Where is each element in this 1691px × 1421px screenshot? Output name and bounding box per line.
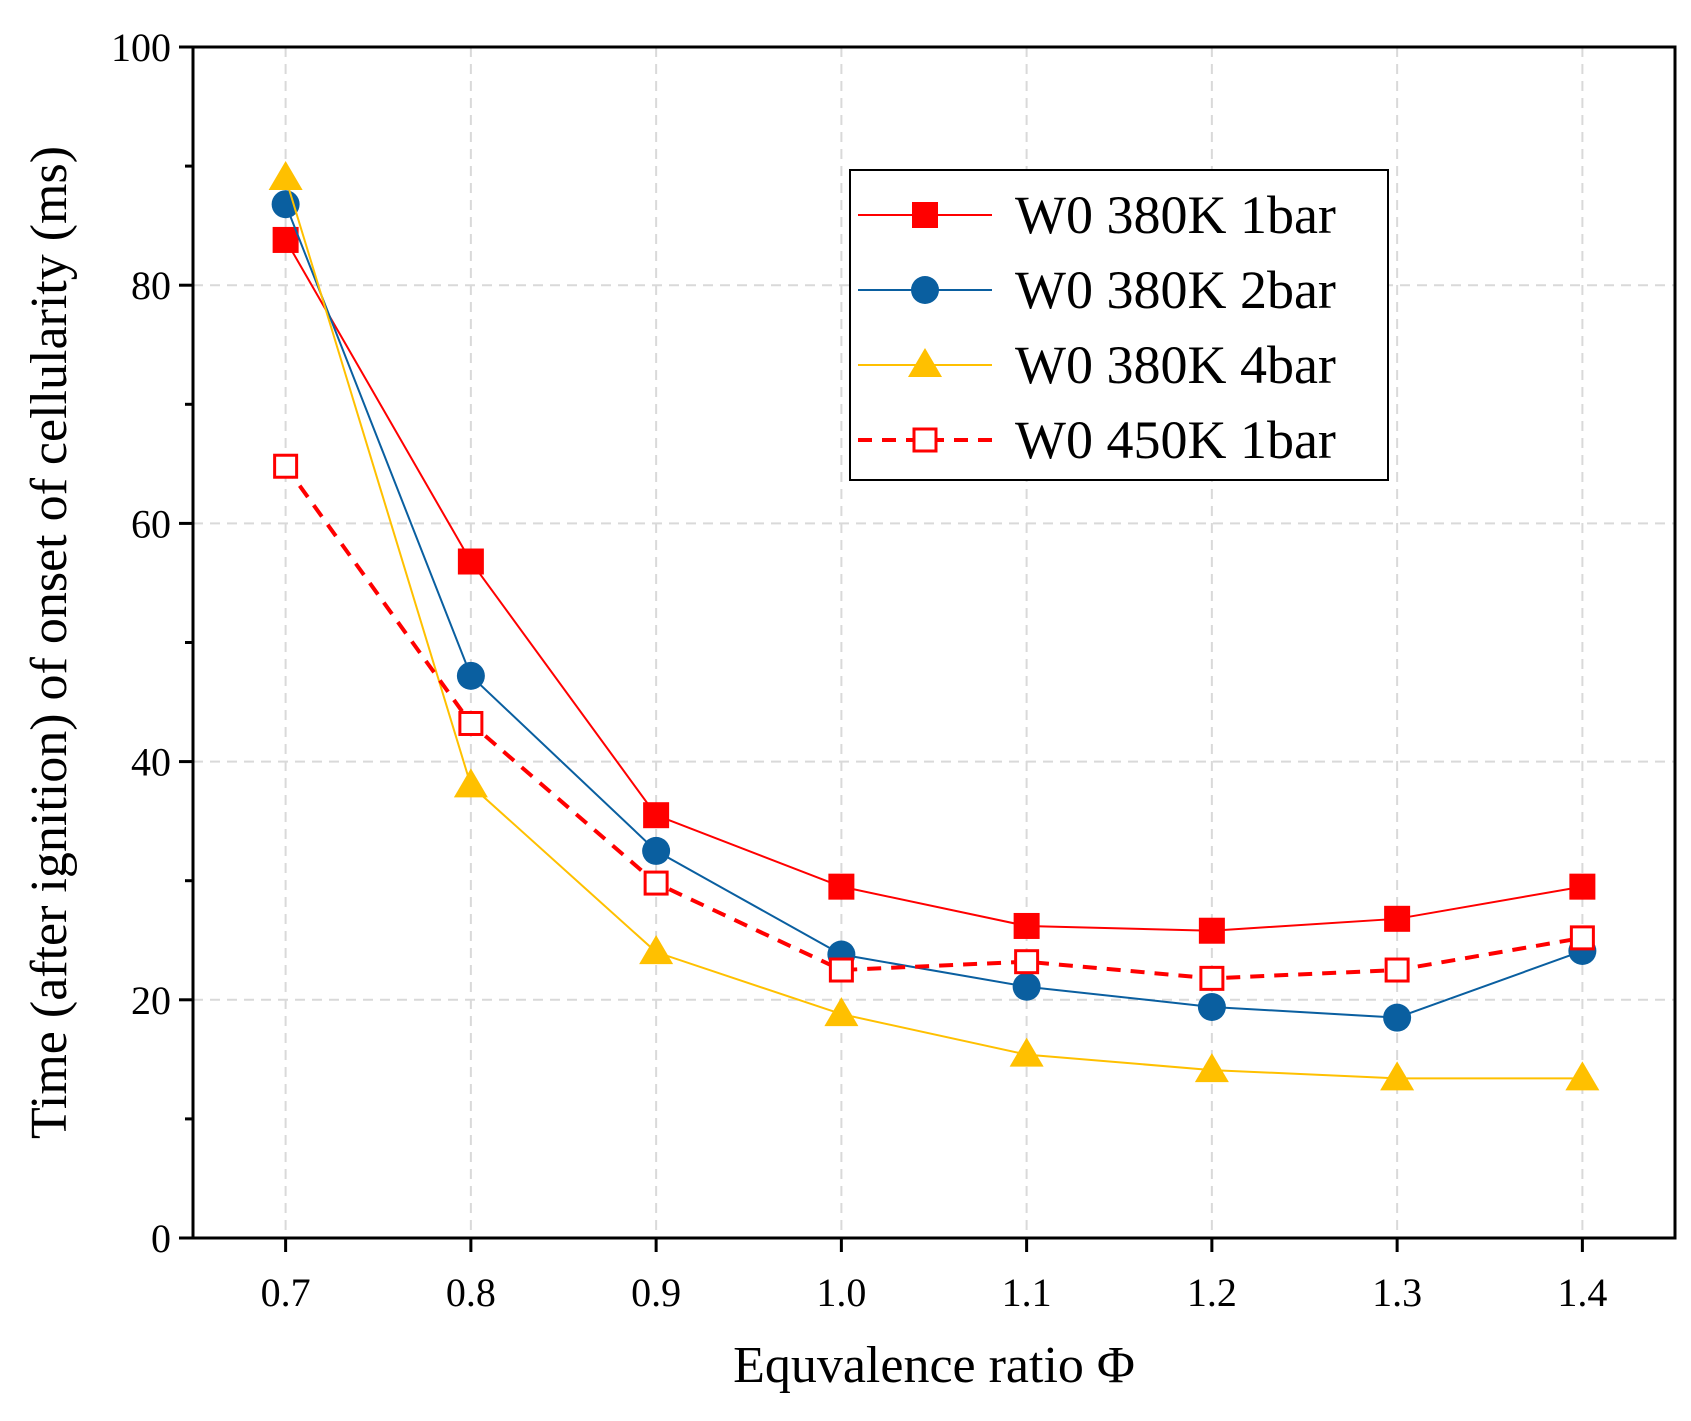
y-tick-label: 40 bbox=[131, 740, 171, 785]
data-point bbox=[828, 957, 854, 983]
x-tick-label: 1.2 bbox=[1187, 1270, 1237, 1315]
data-point bbox=[828, 873, 855, 900]
legend-box bbox=[849, 169, 1389, 481]
data-point bbox=[1569, 873, 1596, 900]
y-tick-label: 20 bbox=[131, 978, 171, 1023]
data-point bbox=[271, 190, 300, 219]
data-point bbox=[1384, 957, 1410, 983]
series-line bbox=[284, 177, 1583, 1080]
legend-item: W0 380K 2bar bbox=[858, 260, 1336, 320]
data-point bbox=[1380, 1061, 1415, 1091]
x-tick-label: 1.4 bbox=[1557, 1270, 1607, 1315]
data-point bbox=[1569, 925, 1595, 951]
data-point bbox=[1198, 917, 1225, 944]
legend-label: W0 380K 1bar bbox=[1015, 185, 1336, 245]
series-w0-380k-1bar bbox=[272, 226, 1596, 944]
legend-label: W0 380K 2bar bbox=[1015, 260, 1336, 320]
series-layer bbox=[268, 161, 1600, 1091]
data-point bbox=[273, 453, 299, 479]
legend-item: W0 380K 4bar bbox=[858, 335, 1336, 395]
series-w0-380k-4bar bbox=[268, 161, 1600, 1091]
data-point bbox=[1383, 1003, 1412, 1032]
data-point bbox=[1194, 1053, 1229, 1083]
legend-item: W0 380K 1bar bbox=[858, 185, 1336, 245]
legend-label: W0 380K 4bar bbox=[1015, 335, 1336, 395]
axis-ticks: 0 20 40 60 80 100 0.7 0.8 0.9 1.0 1.1 1.2 1.3 1.4 bbox=[111, 25, 1607, 1315]
data-point bbox=[642, 836, 671, 865]
data-point bbox=[456, 661, 485, 690]
series-w0-450k-1bar bbox=[273, 453, 1595, 991]
series-line bbox=[284, 203, 1583, 1019]
legend-label: W0 450K 1bar bbox=[1015, 410, 1336, 470]
data-point bbox=[1197, 992, 1226, 1021]
legend-marker bbox=[908, 348, 942, 377]
data-point bbox=[1565, 1061, 1600, 1091]
legend: W0 380K 1bar W0 380K 2bar W0 380K 4bar W0 4… bbox=[849, 169, 1389, 481]
y-tick-label: 80 bbox=[131, 263, 171, 308]
y-axis-title: Time (after ignition) of onset of cellul… bbox=[21, 146, 78, 1139]
data-point bbox=[824, 997, 859, 1027]
data-point bbox=[1199, 965, 1225, 991]
x-tick-label: 1.3 bbox=[1372, 1270, 1422, 1315]
data-point bbox=[268, 161, 303, 191]
x-axis-title: Equvalence ratio Φ bbox=[733, 1337, 1135, 1394]
data-point bbox=[643, 802, 670, 829]
data-point bbox=[453, 768, 488, 798]
data-point bbox=[272, 226, 299, 253]
legend-marker bbox=[912, 427, 938, 453]
legend-marker bbox=[911, 276, 939, 304]
data-point bbox=[1384, 905, 1411, 932]
y-tick-label: 0 bbox=[151, 1216, 171, 1261]
series-line bbox=[284, 239, 1583, 932]
data-point bbox=[1009, 1037, 1044, 1067]
y-tick-label: 100 bbox=[111, 25, 171, 70]
data-point bbox=[1013, 912, 1040, 939]
x-tick-label: 0.9 bbox=[631, 1270, 681, 1315]
data-point bbox=[457, 548, 484, 575]
data-point bbox=[1012, 972, 1041, 1001]
x-tick-label: 1.1 bbox=[1002, 1270, 1052, 1315]
x-tick-label: 1.0 bbox=[816, 1270, 866, 1315]
legend-item: W0 450K 1bar bbox=[858, 410, 1336, 470]
y-tick-label: 60 bbox=[131, 501, 171, 546]
data-point bbox=[639, 935, 674, 965]
data-point bbox=[643, 870, 669, 896]
x-tick-label: 0.7 bbox=[261, 1270, 311, 1315]
data-point bbox=[1014, 949, 1040, 975]
data-point bbox=[458, 710, 484, 736]
legend-marker bbox=[912, 202, 938, 228]
x-tick-label: 0.8 bbox=[446, 1270, 496, 1315]
